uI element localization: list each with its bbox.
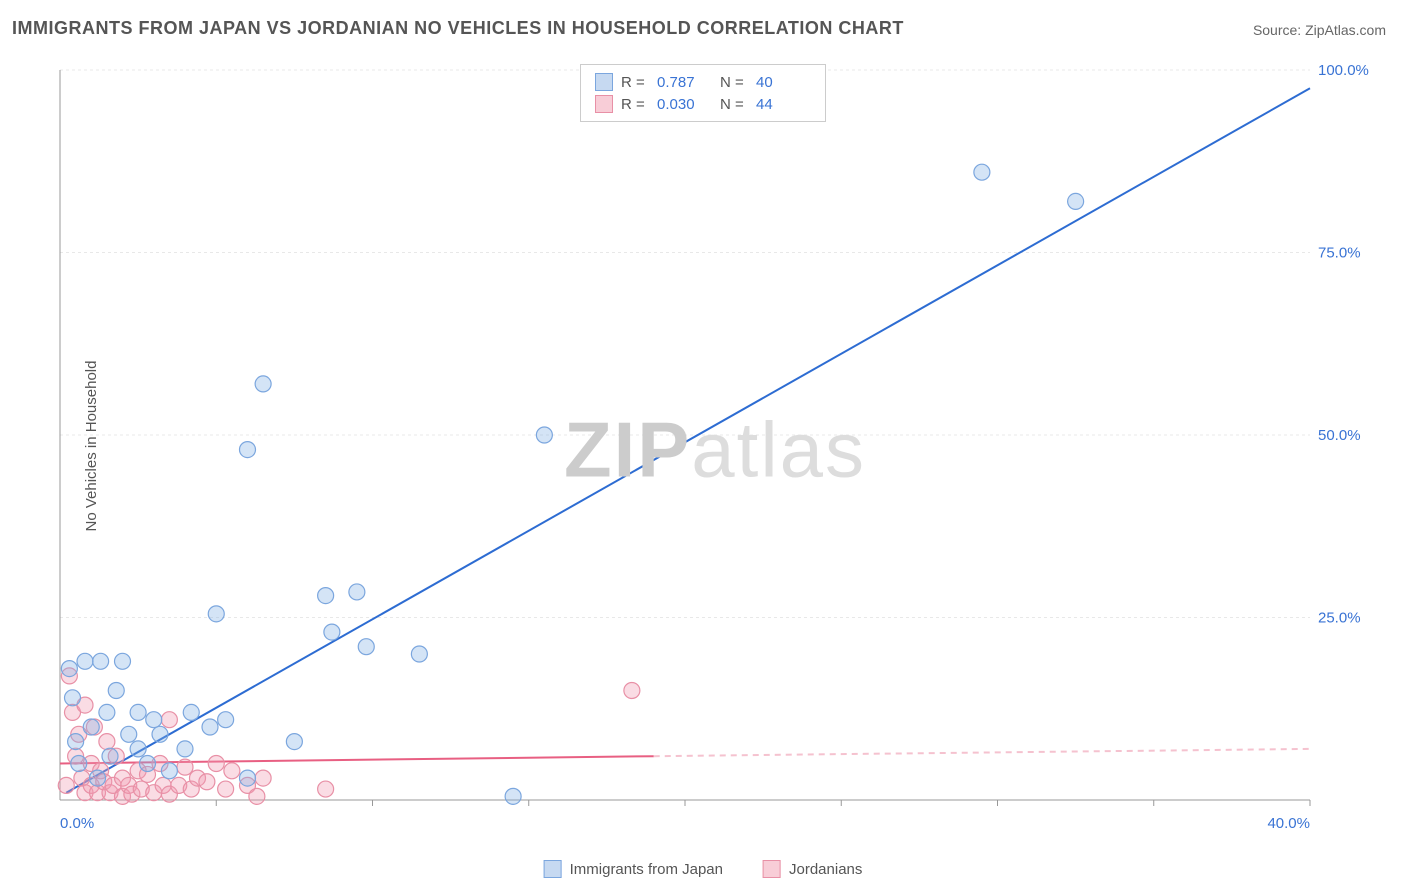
stats-legend: R = 0.787 N = 40 R = 0.030 N = 44 bbox=[580, 64, 826, 122]
legend-swatch-jordan bbox=[763, 860, 781, 878]
series-legend-label: Immigrants from Japan bbox=[570, 861, 723, 878]
svg-text:50.0%: 50.0% bbox=[1318, 427, 1361, 444]
series-legend-label: Jordanians bbox=[789, 861, 862, 878]
series-legend-item: Jordanians bbox=[763, 860, 862, 878]
plot-area: 25.0%50.0%75.0%100.0%0.0%40.0% ZIPatlas bbox=[50, 60, 1380, 840]
svg-text:40.0%: 40.0% bbox=[1267, 815, 1310, 832]
source-attribution: Source: ZipAtlas.com bbox=[1253, 22, 1386, 38]
stats-legend-row: R = 0.787 N = 40 bbox=[595, 71, 811, 93]
chart-title: IMMIGRANTS FROM JAPAN VS JORDANIAN NO VE… bbox=[12, 18, 904, 39]
series-legend-item: Immigrants from Japan bbox=[544, 860, 723, 878]
stats-legend-row: R = 0.030 N = 44 bbox=[595, 93, 811, 115]
svg-text:100.0%: 100.0% bbox=[1318, 62, 1369, 79]
chart-container: IMMIGRANTS FROM JAPAN VS JORDANIAN NO VE… bbox=[0, 0, 1406, 892]
legend-swatch-jordan bbox=[595, 95, 613, 113]
svg-text:25.0%: 25.0% bbox=[1318, 610, 1361, 627]
legend-swatch-japan bbox=[544, 860, 562, 878]
legend-swatch-japan bbox=[595, 73, 613, 91]
series-legend: Immigrants from Japan Jordanians bbox=[544, 860, 863, 878]
svg-text:75.0%: 75.0% bbox=[1318, 245, 1361, 262]
svg-text:0.0%: 0.0% bbox=[60, 815, 94, 832]
scatter-chart: 25.0% 50.0% 75.0% 100.0% 0.0% 40.0% bbox=[50, 60, 1380, 840]
